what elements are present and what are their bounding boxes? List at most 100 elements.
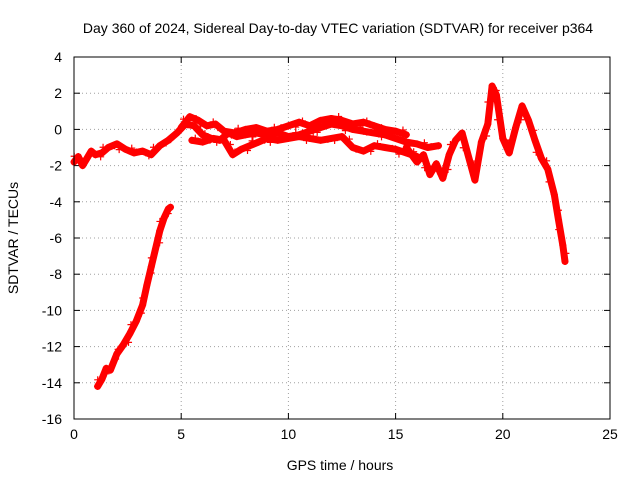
data-point: [370, 129, 378, 137]
data-point: [341, 118, 349, 126]
data-point: [470, 161, 478, 169]
data-point: [295, 133, 303, 141]
data-point: [517, 116, 525, 124]
data-point: [554, 206, 562, 214]
data-point: [338, 133, 346, 141]
data-point: [143, 281, 151, 289]
data-point: [295, 118, 303, 126]
data-point: [471, 176, 479, 184]
data-point: [446, 141, 454, 148]
data-point: [173, 129, 181, 137]
data-point: [544, 165, 552, 173]
data-point: [191, 134, 199, 142]
data-point: [115, 146, 123, 154]
data-point: [252, 124, 260, 132]
data-point: [79, 161, 87, 169]
data-point: [505, 149, 513, 157]
data-point: [114, 345, 122, 353]
series-band-tail: [402, 82, 570, 266]
data-point: [530, 126, 538, 134]
data-point: [434, 142, 442, 150]
data-point: [166, 203, 174, 211]
data-point: [562, 249, 570, 257]
data-point: [537, 154, 545, 162]
data-point: [550, 191, 558, 199]
data-point: [292, 123, 300, 131]
data-point: [392, 134, 400, 142]
data-point: [128, 144, 136, 152]
data-point: [266, 138, 274, 146]
x-axis-label: GPS time / hours: [287, 457, 394, 473]
data-point: [284, 134, 292, 142]
data-point: [149, 143, 157, 151]
data-point: [98, 149, 106, 157]
y-tick-label: -4: [50, 194, 63, 210]
data-point: [494, 116, 502, 124]
x-tick-label: 25: [602, 426, 618, 442]
data-point: [186, 113, 194, 121]
data-point: [525, 116, 533, 124]
data-point: [492, 91, 500, 99]
data-point: [370, 122, 378, 130]
data-point: [421, 164, 429, 172]
y-axis-label: SDTVAR / TECUs: [5, 182, 21, 294]
data-point: [488, 82, 496, 90]
data-point: [384, 129, 392, 137]
data-point: [419, 151, 427, 159]
data-point: [91, 151, 99, 159]
data-point: [464, 153, 472, 161]
data-point: [427, 143, 435, 151]
x-tick-label: 20: [495, 426, 511, 442]
data-point: [356, 122, 364, 130]
data-point: [306, 122, 314, 130]
data-point: [426, 171, 434, 179]
data-point: [381, 144, 389, 151]
data-point: [349, 120, 357, 128]
data-point: [214, 124, 222, 132]
axis-ticks: 0 5 10 15 20 25 -16 -14 -12 -10 -8 -6 -4 -2 0 2 4: [42, 49, 618, 442]
data-point: [263, 134, 271, 142]
data-point: [151, 245, 159, 253]
data-point: [374, 140, 382, 148]
y-tick-label: 0: [54, 121, 62, 137]
data-point: [156, 239, 164, 247]
data-point: [147, 151, 155, 159]
data-point: [263, 127, 271, 135]
data-point: [363, 128, 371, 136]
y-tick-label: 2: [54, 85, 62, 101]
data-point: [112, 355, 120, 363]
data-point: [248, 137, 256, 145]
y-tick-label: -2: [50, 158, 63, 174]
data-point: [483, 132, 491, 140]
data-point: [406, 148, 414, 156]
data-point: [402, 131, 410, 139]
data-point: [237, 145, 245, 153]
series-lower-strand: [188, 132, 421, 161]
data-point: [125, 338, 133, 346]
data-point: [363, 117, 371, 125]
series-rising-segment: [94, 203, 174, 390]
data-point: [359, 147, 367, 155]
data-point: [499, 134, 507, 142]
y-tick-label: -10: [42, 302, 62, 318]
data-point: [246, 142, 254, 150]
data-point: [83, 154, 91, 162]
data-point: [413, 158, 421, 166]
data-point: [459, 144, 467, 152]
data-point: [94, 382, 102, 390]
data-point: [331, 137, 339, 145]
data-point: [137, 309, 145, 317]
data-point: [284, 122, 292, 130]
y-tick-label: -16: [42, 411, 62, 427]
data-point: [156, 217, 164, 225]
data-point: [519, 106, 527, 114]
data-point: [352, 145, 360, 153]
data-point: [432, 160, 440, 168]
data-point: [392, 145, 400, 153]
data-point: [477, 138, 485, 146]
data-point: [457, 133, 465, 141]
data-point: [452, 136, 460, 144]
